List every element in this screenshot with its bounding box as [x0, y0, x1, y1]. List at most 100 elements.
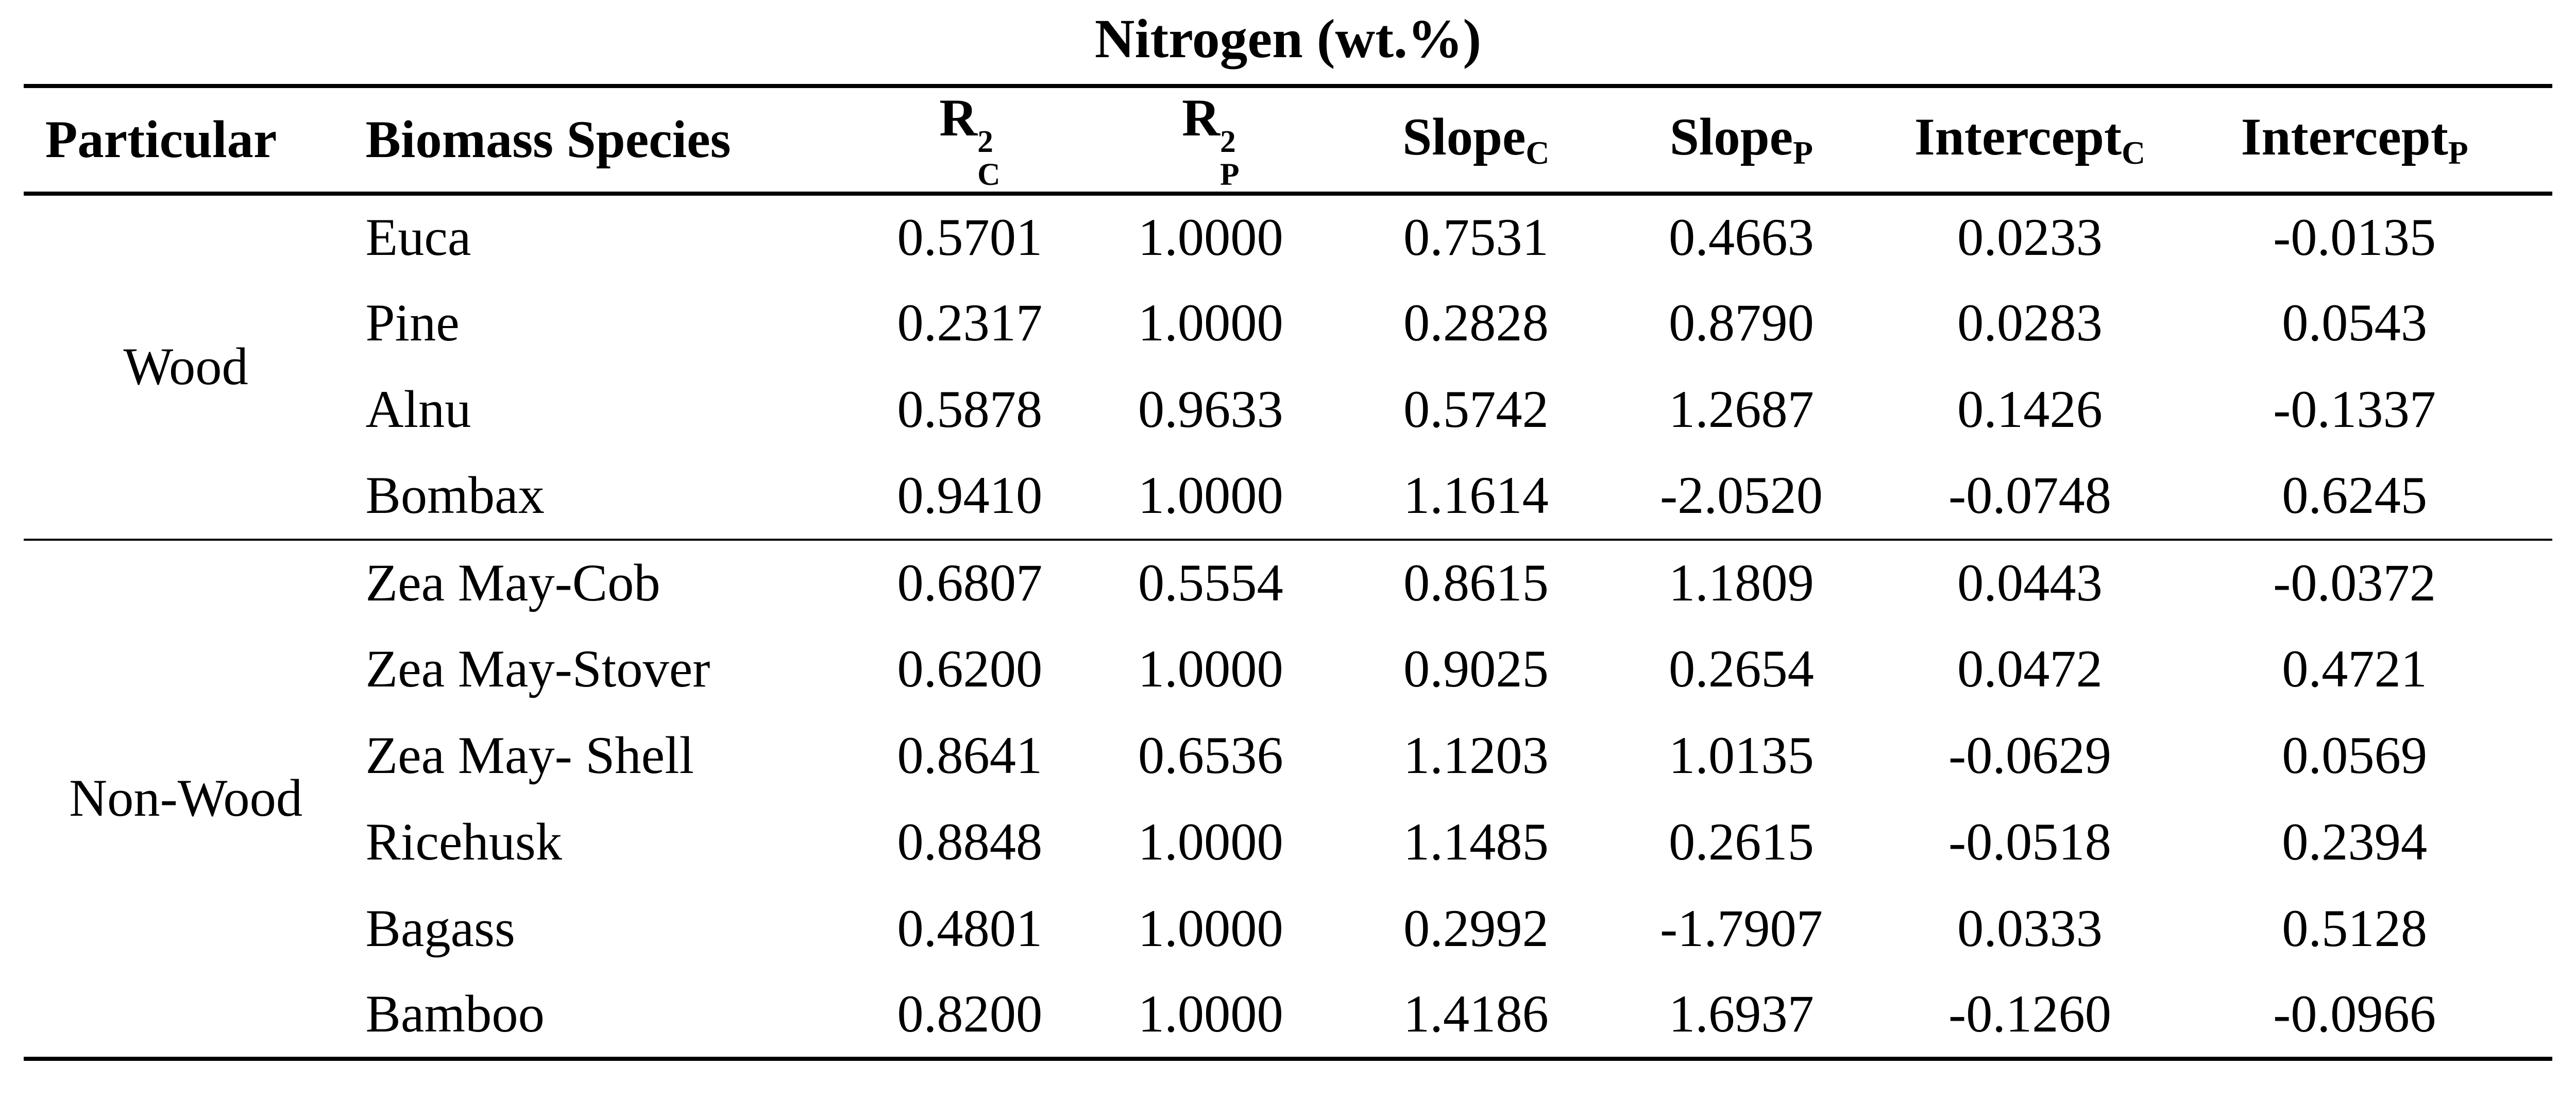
intercept-p-cell: -0.0372: [2197, 538, 2552, 626]
slope-c-cell: 1.1614: [1403, 467, 1549, 525]
r2p-cell: 0.9633: [1138, 381, 1283, 439]
subscript: P: [2448, 134, 2468, 171]
intercept-c-cell: 0.0472: [1957, 640, 2103, 699]
r2p-cell: 1.0000: [1138, 985, 1283, 1044]
intercept-c-cell: -0.0629: [1948, 727, 2111, 785]
species-cell: Zea May-Stover: [365, 640, 710, 699]
col-header-biomass-species: Biomass Species: [348, 88, 850, 196]
r2c-cell: 0.5701: [897, 209, 1043, 267]
col-header-slope-calibration: SlopeC: [1331, 88, 1620, 196]
table-row: Zea May- Shell 0.8641 0.6536 1.1203 1.01…: [24, 713, 2552, 799]
subscript: P: [1793, 134, 1813, 171]
r2p-cell: 1.0000: [1138, 900, 1283, 958]
intercept-p-cell: -0.0135: [2273, 209, 2436, 267]
r2p-cell: 0.6536: [1138, 727, 1283, 785]
r2c-cell: 0.8641: [897, 727, 1043, 785]
intercept-p-cell: 0.0543: [2282, 294, 2428, 353]
paper-table-page: Nitrogen (wt.%) Particular Biomass Speci…: [24, 7, 2552, 1061]
slope-c-cell: 1.4186: [1403, 985, 1549, 1044]
r2c-cell: 0.8200: [897, 985, 1043, 1044]
col-header-base: Slope: [1402, 108, 1526, 167]
slope-c-cell: 0.9025: [1403, 640, 1549, 699]
table-title: Nitrogen (wt.%): [24, 7, 2552, 88]
table-row: Ricehusk 0.8848 1.0000 1.1485 0.2615 -0.…: [24, 799, 2552, 886]
species-cell: Pine: [365, 294, 460, 353]
intercept-p-cell: -0.1337: [2273, 381, 2436, 439]
species-cell: Alnu: [365, 381, 471, 439]
table-row: Bombax 0.9410 1.0000 1.1614 -2.0520 -0.0…: [24, 453, 2552, 540]
intercept-c-cell: 0.0333: [1957, 900, 2103, 958]
subscript: C: [2122, 134, 2146, 171]
intercept-p-cell: 0.4721: [2282, 640, 2428, 699]
intercept-c-cell: -0.0518: [1948, 813, 2111, 872]
r2c-cell: 0.6807: [850, 538, 1090, 626]
col-header-particular: Particular: [24, 88, 348, 196]
slope-c-cell: 1.1203: [1403, 727, 1549, 785]
slope-c-cell: 1.1485: [1403, 813, 1549, 872]
slope-c-cell: 0.7531: [1403, 209, 1549, 267]
table-row: Bamboo 0.8200 1.0000 1.4186 1.6937 -0.12…: [24, 972, 2552, 1059]
superscript: 2: [1220, 124, 1236, 159]
r2p-cell: 1.0000: [1138, 467, 1283, 525]
col-header-intercept-prediction: InterceptP: [2197, 88, 2552, 196]
superscript: 2: [977, 124, 993, 159]
species-cell: Bombax: [365, 467, 545, 525]
r2p-cell: 1.0000: [1138, 640, 1283, 699]
slope-p-cell: -2.0520: [1659, 467, 1823, 525]
intercept-c-cell: 0.0233: [1957, 209, 2103, 267]
slope-p-cell: -1.7907: [1659, 900, 1823, 958]
col-header-base: Intercept: [1914, 108, 2122, 167]
slope-p-cell: 1.1809: [1620, 538, 1863, 626]
group-label-wood: Wood: [123, 338, 248, 397]
slope-p-cell: 1.0135: [1669, 727, 1814, 785]
r2p-cell: 1.0000: [1138, 813, 1283, 872]
subscript: C: [1526, 134, 1550, 171]
table-row: Non-Wood Zea May-Cob 0.6807 0.5554 0.861…: [24, 538, 2552, 1059]
intercept-p-cell: 0.5128: [2282, 900, 2428, 958]
subscript: C: [977, 157, 1001, 193]
col-header-base: Slope: [1669, 108, 1793, 167]
group-label-non-wood: Non-Wood: [24, 538, 348, 1059]
species-cell: Zea May- Shell: [365, 727, 694, 785]
slope-p-cell: 0.4663: [1669, 209, 1814, 267]
species-cell: Bamboo: [365, 985, 545, 1044]
r2p-cell: 1.0000: [1138, 209, 1283, 267]
r2c-cell: 0.5878: [897, 381, 1043, 439]
table-row: Zea May-Stover 0.6200 1.0000 0.9025 0.26…: [24, 626, 2552, 713]
intercept-c-cell: -0.1260: [1948, 985, 2111, 1044]
col-header-base: Intercept: [2241, 108, 2448, 167]
subscript: P: [1220, 157, 1240, 193]
r2c-cell: 0.6200: [897, 640, 1043, 699]
r2p-cell: 0.5554: [1089, 538, 1332, 626]
r2c-cell: 0.4801: [897, 900, 1043, 958]
slope-c-cell: 0.5742: [1403, 381, 1549, 439]
species-cell: Zea May-Cob: [348, 538, 850, 626]
r2c-cell: 0.2317: [897, 294, 1043, 353]
slope-c-cell: 0.2828: [1403, 294, 1549, 353]
slope-c-cell: 0.2992: [1403, 900, 1549, 958]
species-cell: Ricehusk: [365, 813, 563, 872]
intercept-p-cell: 0.0569: [2282, 727, 2428, 785]
slope-p-cell: 1.2687: [1669, 381, 1814, 439]
r2c-cell: 0.8848: [897, 813, 1043, 872]
col-header-intercept-calibration: InterceptC: [1862, 88, 2197, 196]
slope-p-cell: 1.6937: [1669, 985, 1814, 1044]
col-header-slope-prediction: SlopeP: [1620, 88, 1863, 196]
intercept-c-cell: 0.1426: [1957, 381, 2103, 439]
intercept-c-cell: 0.0283: [1957, 294, 2103, 353]
table-row: Bagass 0.4801 1.0000 0.2992 -1.7907 0.03…: [24, 886, 2552, 972]
intercept-p-cell: -0.0966: [2273, 985, 2436, 1044]
r2p-cell: 1.0000: [1138, 294, 1283, 353]
intercept-c-cell: 0.0443: [1862, 538, 2197, 626]
table-row: Pine 0.2317 1.0000 0.2828 0.8790 0.0283 …: [24, 280, 2552, 367]
col-header-base: R: [1181, 89, 1221, 147]
col-header-base: R: [939, 89, 978, 147]
intercept-p-cell: 0.2394: [2282, 813, 2428, 872]
slope-p-cell: 0.8790: [1669, 294, 1814, 353]
species-cell: Bagass: [365, 900, 515, 958]
intercept-c-cell: -0.0748: [1948, 467, 2111, 525]
